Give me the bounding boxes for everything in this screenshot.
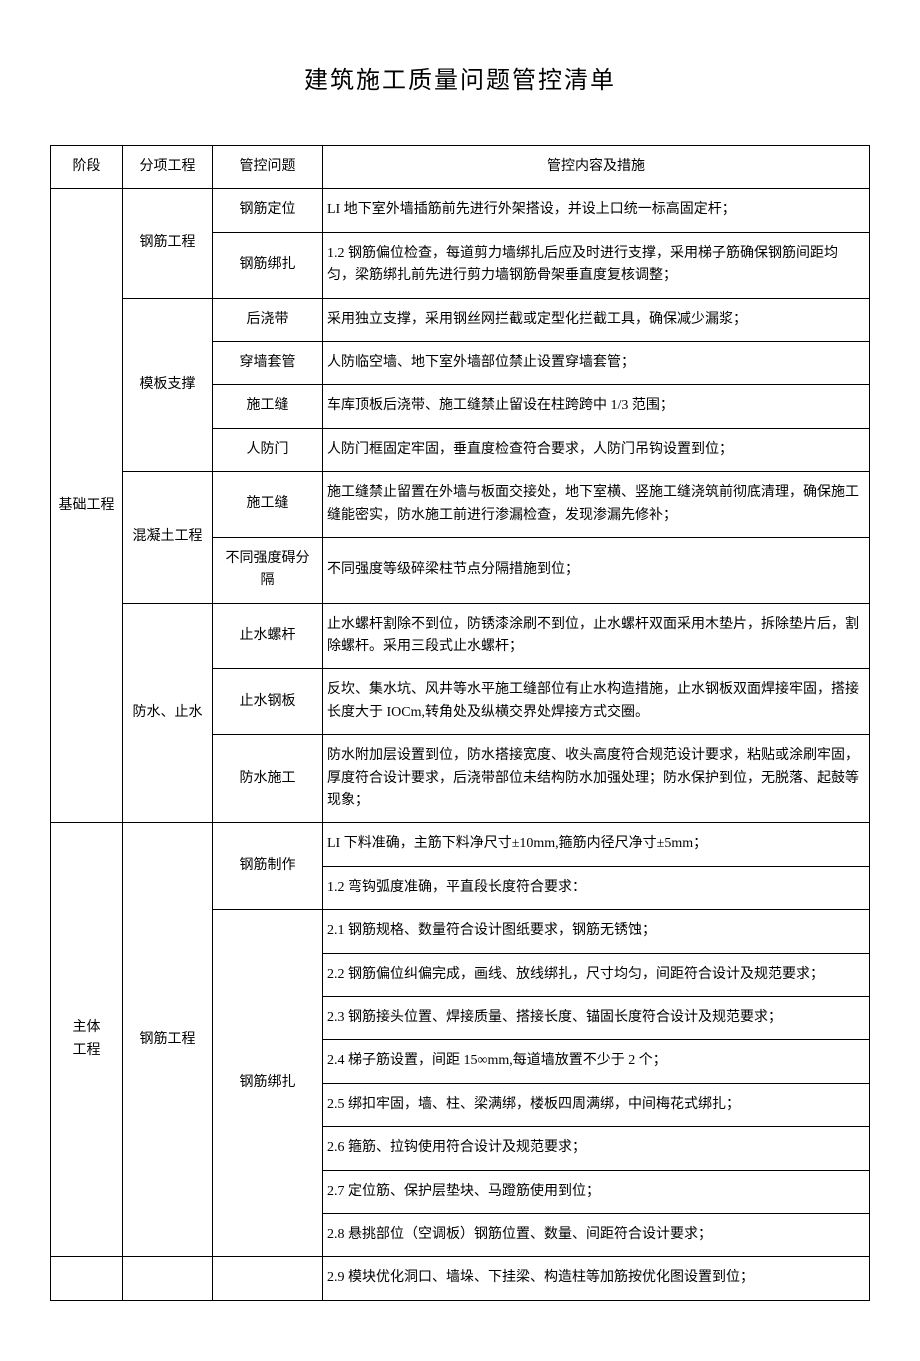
content-cell: LI 地下室外墙插筋前先进行外架搭设，并设上口统一标高固定杆； (323, 189, 870, 232)
issue-rebar-tie2: 钢筋绑扎 (213, 910, 323, 1257)
table-row: 模板支撑 后浇带 采用独立支撑，采用钢丝网拦截或定型化拦截工具，确保减少漏浆； (51, 298, 870, 341)
content-cell: 2.7 定位筋、保护层垫块、马蹬筋使用到位； (323, 1170, 870, 1213)
content-cell: 人防门框固定牢固，垂直度检查符合要求，人防门吊钩设置到位； (323, 428, 870, 471)
content-cell: 2.5 绑扣牢固，墙、柱、梁满绑，楼板四周满绑，中间梅花式绑扎； (323, 1083, 870, 1126)
table-row: 2.9 模块优化洞口、墙垛、下挂梁、构造柱等加筋按优化图设置到位； (51, 1257, 870, 1300)
content-cell: 人防临空墙、地下室外墙部位禁止设置穿墙套管； (323, 341, 870, 384)
content-cell: 施工缝禁止留置在外墙与板面交接处，地下室横、竖施工缝浇筑前彻底清理，确保施工缝能… (323, 472, 870, 538)
content-cell: 2.2 钢筋偏位纠偏完成，画线、放线绑扎，尺寸均匀，间距符合设计及规范要求； (323, 953, 870, 996)
issue-rebar-make: 钢筋制作 (213, 823, 323, 910)
table-row: 基础工程 钢筋工程 钢筋定位 LI 地下室外墙插筋前先进行外架搭设，并设上口统一… (51, 189, 870, 232)
sub-formwork: 模板支撑 (123, 298, 213, 472)
th-issue: 管控问题 (213, 146, 323, 189)
stage-empty (51, 1257, 123, 1300)
content-cell: 反坎、集水坑、风井等水平施工缝部位有止水构造措施，止水钢板双面焊接牢固，搭接长度… (323, 669, 870, 735)
issue-post-cast: 后浇带 (213, 298, 323, 341)
issue-wp-const: 防水施工 (213, 735, 323, 823)
content-cell: 2.3 钢筋接头位置、焊接质量、搭接长度、锚固长度符合设计及规范要求； (323, 996, 870, 1039)
issue-rebar-pos: 钢筋定位 (213, 189, 323, 232)
page-title: 建筑施工质量问题管控清单 (50, 60, 870, 95)
issue-const-joint: 施工缝 (213, 385, 323, 428)
table-header-row: 阶段 分项工程 管控问题 管控内容及措施 (51, 146, 870, 189)
th-sub: 分项工程 (123, 146, 213, 189)
content-cell: 2.4 梯子筋设置，间距 15∞mm,每道墙放置不少于 2 个； (323, 1040, 870, 1083)
issue-def-door: 人防门 (213, 428, 323, 471)
content-cell: 1.2 弯钩弧度准确，平直段长度符合要求： (323, 866, 870, 909)
content-cell: 2.8 悬挑部位（空调板）钢筋位置、数量、间距符合设计要求； (323, 1213, 870, 1256)
content-cell: 1.2 钢筋偏位检查，每道剪力墙绑扎后应及时进行支撑，采用梯子筋确保钢筋间距均匀… (323, 232, 870, 298)
issue-stop-steel: 止水钢板 (213, 669, 323, 735)
content-cell: 采用独立支撑，采用钢丝网拦截或定型化拦截工具，确保减少漏浆； (323, 298, 870, 341)
quality-table: 阶段 分项工程 管控问题 管控内容及措施 基础工程 钢筋工程 钢筋定位 LI 地… (50, 145, 870, 1301)
sub-concrete: 混凝土工程 (123, 472, 213, 604)
th-content: 管控内容及措施 (323, 146, 870, 189)
stage-foundation: 基础工程 (51, 189, 123, 823)
issue-const-joint2: 施工缝 (213, 472, 323, 538)
sub-rebar: 钢筋工程 (123, 189, 213, 298)
th-stage: 阶段 (51, 146, 123, 189)
issue-stop-bolt: 止水螺杆 (213, 603, 323, 669)
issue-empty (213, 1257, 323, 1300)
issue-wall-sleeve: 穿墙套管 (213, 341, 323, 384)
content-cell: LI 下料准确，主筋下料净尺寸±10mm,箍筋内径尺净寸±5mm； (323, 823, 870, 866)
issue-rebar-tie: 钢筋绑扎 (213, 232, 323, 298)
sub-rebar2: 钢筋工程 (123, 823, 213, 1257)
content-cell: 防水附加层设置到位，防水搭接宽度、收头高度符合规范设计要求，粘贴或涂刷牢固，厚度… (323, 735, 870, 823)
content-cell: 不同强度等级碎梁柱节点分隔措施到位； (323, 537, 870, 603)
issue-strength-sep: 不同强度碍分隔 (213, 537, 323, 603)
table-row: 混凝土工程 施工缝 施工缝禁止留置在外墙与板面交接处，地下室横、竖施工缝浇筑前彻… (51, 472, 870, 538)
sub-waterproof: 防水、止水 (123, 603, 213, 823)
content-cell: 2.6 箍筋、拉钩使用符合设计及规范要求； (323, 1127, 870, 1170)
content-cell: 止水螺杆割除不到位，防锈漆涂刷不到位，止水螺杆双面采用木垫片，拆除垫片后，割除螺… (323, 603, 870, 669)
table-row: 主体 工程 钢筋工程 钢筋制作 LI 下料准确，主筋下料净尺寸±10mm,箍筋内… (51, 823, 870, 866)
content-cell: 2.9 模块优化洞口、墙垛、下挂梁、构造柱等加筋按优化图设置到位； (323, 1257, 870, 1300)
content-cell: 2.1 钢筋规格、数量符合设计图纸要求，钢筋无锈蚀； (323, 910, 870, 953)
sub-empty (123, 1257, 213, 1300)
table-row: 防水、止水 止水螺杆 止水螺杆割除不到位，防锈漆涂刷不到位，止水螺杆双面采用木垫… (51, 603, 870, 669)
stage-main: 主体 工程 (51, 823, 123, 1257)
content-cell: 车库顶板后浇带、施工缝禁止留设在柱跨跨中 1/3 范围； (323, 385, 870, 428)
